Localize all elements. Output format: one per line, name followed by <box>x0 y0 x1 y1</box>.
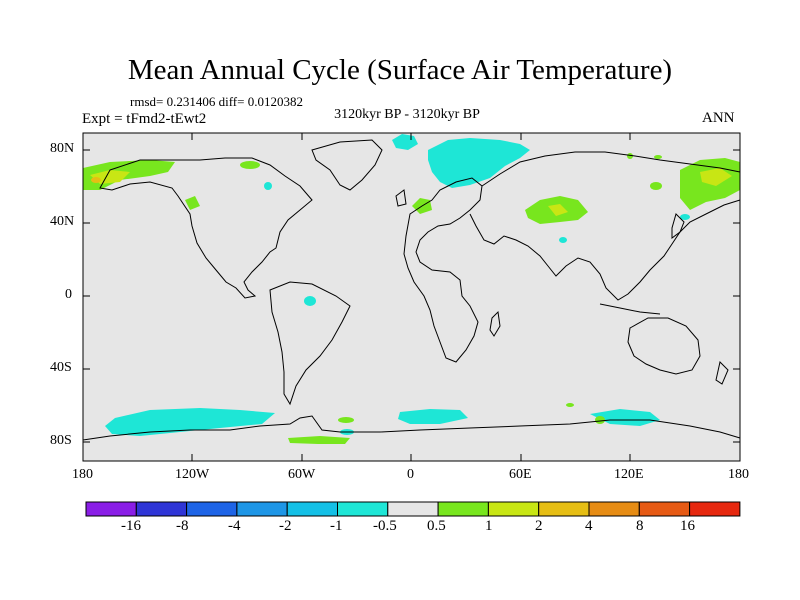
asia-coast <box>469 151 741 301</box>
pacific-patch <box>680 214 690 220</box>
colorbar-box <box>85 501 137 517</box>
colorbar-label: 1 <box>485 518 493 534</box>
stats-text: rmsd= 0.231406 diff= 0.0120382 <box>130 94 303 109</box>
lon-ticks <box>191 133 631 461</box>
lon-label-0: 0 <box>407 467 414 482</box>
lon-label-60w: 60W <box>288 467 316 482</box>
lon-label-60e: 60E <box>509 467 532 482</box>
indonesia-coast <box>599 303 661 315</box>
south-america-coast <box>269 281 351 406</box>
colorbar-box <box>387 501 439 517</box>
siberia-core-patch <box>700 168 732 186</box>
lon-label-180w: 180 <box>72 467 93 482</box>
colorbar-label: 8 <box>636 518 644 534</box>
experiment-label: Expt = tFmd2-tEwt2 <box>82 111 207 127</box>
madagascar-coast <box>489 310 501 337</box>
amazon-patch <box>304 296 316 306</box>
colorbar-label: -16 <box>121 518 141 534</box>
lat-label-0: 0 <box>65 287 72 302</box>
arctic-europe-patch <box>428 138 530 188</box>
antarctic-pacific-patch <box>105 408 275 436</box>
antarctic-atlantic-patch <box>398 409 468 424</box>
asia-core-patch <box>548 204 568 216</box>
season-label: ANN <box>702 110 735 126</box>
colorbar-label: -1 <box>330 518 343 534</box>
colorbar-label: -2 <box>279 518 292 534</box>
spot-2 <box>654 155 662 159</box>
spot-4 <box>566 403 574 407</box>
colorbar-box <box>538 501 590 517</box>
lon-label-120e: 120E <box>614 467 644 482</box>
colorbar-label: -4 <box>228 518 241 534</box>
europe-africa-coast <box>403 177 483 363</box>
colorbar-box <box>135 501 188 517</box>
negative-anomaly-patches <box>105 134 690 436</box>
japan-coast <box>671 213 685 239</box>
uk-coast <box>395 189 407 207</box>
colorbar-box <box>487 501 540 517</box>
colorbar-label: -8 <box>176 518 189 534</box>
lat-label-80s: 80S <box>50 433 72 448</box>
canada-patch <box>264 182 272 190</box>
lat-label-40n: 40N <box>50 214 75 229</box>
alaska-warm-spot <box>91 177 101 183</box>
lat-ticks <box>83 149 740 443</box>
colorbar-box <box>186 501 238 517</box>
colorbar-box <box>588 501 640 517</box>
new-zealand-coast <box>715 361 729 385</box>
north-america-coast <box>99 157 313 299</box>
colorbar-box <box>286 501 339 517</box>
antarctic-south-patch <box>288 436 350 444</box>
colorbar-box <box>638 501 691 517</box>
map-background <box>83 133 740 461</box>
coastlines <box>82 139 741 441</box>
greenland-coast <box>311 139 383 191</box>
colorbar-label: 4 <box>585 518 593 534</box>
colorbar-box <box>236 501 288 517</box>
lon-label-180e: 180 <box>728 467 749 482</box>
colorbar-box <box>437 501 489 517</box>
colorbar-label: 0.5 <box>427 518 446 534</box>
nw-patch <box>650 182 662 190</box>
spot-1 <box>627 153 633 159</box>
colorbar-label: 16 <box>680 518 695 534</box>
antarctic-indian-patch <box>590 409 660 426</box>
colorbar-box <box>337 501 389 517</box>
colorbar-label: 2 <box>535 518 543 534</box>
canada-west-patch <box>185 196 200 210</box>
sw-patch <box>595 416 605 424</box>
africa-patch <box>559 237 567 243</box>
australia-coast <box>627 317 701 375</box>
siberia-patch-2 <box>240 161 260 169</box>
antarctica-coast <box>82 415 741 441</box>
colorbar-label: -0.5 <box>373 518 397 534</box>
period-label: 3120kyr BP - 3120kyr BP <box>334 107 480 122</box>
lon-label-120w: 120W <box>175 467 210 482</box>
colorbar <box>85 501 741 517</box>
colorbar-box <box>689 501 741 517</box>
lat-label-80n: 80N <box>50 141 75 156</box>
spot-3 <box>338 417 354 423</box>
lat-label-40s: 40S <box>50 360 72 375</box>
plot-title: Mean Annual Cycle (Surface Air Temperatu… <box>127 54 673 86</box>
